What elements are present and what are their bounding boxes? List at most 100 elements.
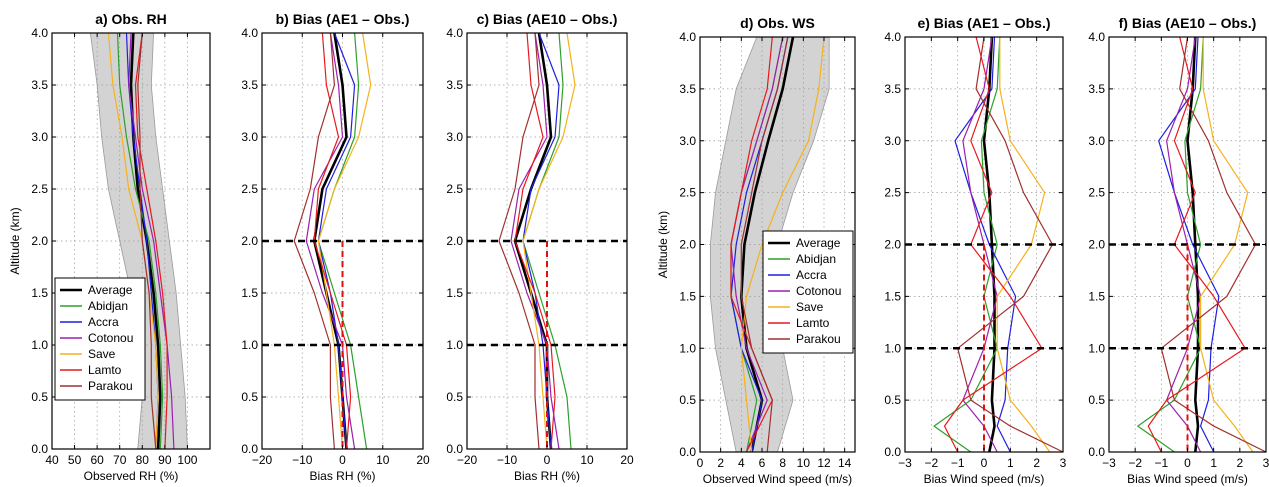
legend-label: Accra	[88, 315, 119, 329]
series-line-cotonou	[510, 32, 560, 450]
x-tick-label: 20	[416, 453, 430, 467]
y-tick-label: 1.5	[1088, 289, 1105, 303]
x-tick-label: 20	[620, 453, 634, 467]
y-tick-label: 3.0	[446, 130, 463, 144]
y-tick-label: 1.5	[446, 286, 463, 300]
y-tick-label: 2.0	[679, 238, 696, 252]
y-tick-label: 4.0	[31, 26, 48, 40]
panel-title: f) Bias (AE10 – Obs.)	[1119, 15, 1257, 31]
x-tick-label: 8	[779, 456, 786, 470]
x-tick-label: 0	[1184, 456, 1191, 470]
y-tick-label: 2.5	[241, 182, 258, 196]
y-tick-label: 3.5	[446, 78, 463, 92]
series-line-cotonou	[128, 32, 175, 450]
x-axis-label: Observed RH (%)	[84, 469, 179, 483]
series-line-lamto	[134, 32, 168, 450]
series-line-lamto	[1147, 36, 1246, 453]
y-tick-label: 2.5	[1088, 186, 1105, 200]
x-tick-label: 1	[1210, 456, 1217, 470]
x-tick-label: 10	[580, 453, 594, 467]
legend-label: Accra	[796, 268, 827, 282]
y-tick-label: 1.0	[446, 338, 463, 352]
y-tick-label: 0.5	[31, 390, 48, 404]
series-line-average	[1186, 36, 1200, 453]
panel-title: d) Obs. WS	[740, 15, 815, 31]
series-line-save	[996, 37, 1051, 453]
x-tick-label: −10	[292, 453, 313, 467]
y-tick-label: 0.5	[446, 390, 463, 404]
panel-title: e) Bias (AE1 – Obs.)	[917, 15, 1050, 31]
x-tick-label: −10	[497, 453, 518, 467]
x-tick-label: −3	[1102, 456, 1116, 470]
y-tick-label: 2.0	[446, 234, 463, 248]
legend-label: Average	[88, 283, 133, 297]
series-line-save	[1200, 37, 1254, 453]
x-tick-label: 1	[1007, 456, 1014, 470]
y-tick-label: 2.5	[884, 186, 901, 200]
legend-box	[762, 230, 854, 354]
legend-label: Average	[796, 236, 841, 250]
panel-6: −3 −2 −1 0 1 2 3 0.0 0.5 1.0 1.5 2.0 2.5 3.0 3.5 4.0 f) …	[1088, 15, 1269, 486]
y-tick-label: 0.0	[679, 445, 696, 459]
x-tick-label: 0	[544, 453, 551, 467]
legend-label: Parakou	[796, 332, 841, 346]
y-tick-label: 2.0	[241, 234, 258, 248]
x-tick-label: 2	[1236, 456, 1243, 470]
x-tick-label: 10	[376, 453, 390, 467]
x-tick-label: 12	[817, 456, 831, 470]
x-tick-label: 0	[981, 456, 988, 470]
series-line-parakou	[137, 32, 157, 450]
panel-5: −3 −2 −1 0 1 2 3 0.0 0.5 1.0 1.5 2.0 2.5 3.0 3.5 4.0 e) …	[884, 15, 1066, 486]
y-tick-label: 1.5	[241, 286, 258, 300]
x-tick-label: 0	[339, 453, 346, 467]
y-tick-label: 4.0	[884, 30, 901, 44]
y-tick-label: 0.5	[1088, 393, 1105, 407]
y-tick-label: 1.0	[679, 341, 696, 355]
y-tick-label: 2.0	[884, 238, 901, 252]
x-tick-label: 60	[90, 453, 104, 467]
y-tick-label: 1.0	[1088, 341, 1105, 355]
x-axis-label: Bias RH (%)	[309, 469, 375, 483]
x-tick-label: −20	[252, 453, 273, 467]
x-tick-label: 0	[697, 456, 704, 470]
y-tick-label: 0.0	[31, 442, 48, 456]
x-axis-label: Bias RH (%)	[514, 469, 580, 483]
series-line-parakou	[498, 32, 540, 450]
legend-label: Lamto	[796, 316, 830, 330]
y-tick-label: 2.5	[446, 182, 463, 196]
y-tick-label: 0.0	[446, 442, 463, 456]
legend-label: Cotonou	[88, 331, 133, 345]
legend-label: Cotonou	[796, 284, 841, 298]
legend-label: Lamto	[88, 363, 122, 377]
y-tick-label: 1.5	[31, 286, 48, 300]
legend-box	[54, 277, 146, 401]
y-tick-label: 3.5	[679, 82, 696, 96]
series-line-average	[982, 36, 996, 453]
y-tick-label: 3.0	[1088, 134, 1105, 148]
y-tick-label: 2.0	[1088, 238, 1105, 252]
x-tick-label: 70	[113, 453, 127, 467]
x-tick-label: 10	[797, 456, 811, 470]
y-tick-label: 0.5	[241, 390, 258, 404]
x-tick-label: 80	[136, 453, 150, 467]
series-line-cotonou	[305, 32, 356, 450]
x-axis-label: Bias Wind speed (m/s)	[924, 472, 1045, 486]
legend-label: Save	[88, 347, 116, 361]
series-line-lamto	[943, 36, 1043, 453]
y-tick-label: 2.0	[31, 234, 48, 248]
panel-2: −20 −10 0 10 20 0.0 0.5 1.0 1.5 2.0 2.5 3.0 3.5 4.0 b)…	[241, 11, 430, 483]
y-tick-label: 0.5	[884, 393, 901, 407]
series-line-save	[740, 36, 825, 453]
series-line-parakou	[1160, 36, 1267, 453]
y-tick-label: 0.0	[884, 445, 901, 459]
y-tick-label: 3.5	[241, 78, 258, 92]
panel-1: 40 50 60 70 80 90 100 0.0 0.5 1.0 1.5 2.0 2.5 3.0 3.5 4…	[8, 11, 211, 483]
y-tick-label: 3.5	[884, 82, 901, 96]
x-tick-label: 2	[1033, 456, 1040, 470]
series-line-average	[740, 36, 795, 453]
x-tick-label: −2	[1128, 456, 1142, 470]
x-tick-label: 2	[717, 456, 724, 470]
y-tick-label: 1.0	[241, 338, 258, 352]
x-tick-label: 100	[177, 453, 197, 467]
x-axis-label: Bias Wind speed (m/s)	[1127, 472, 1248, 486]
